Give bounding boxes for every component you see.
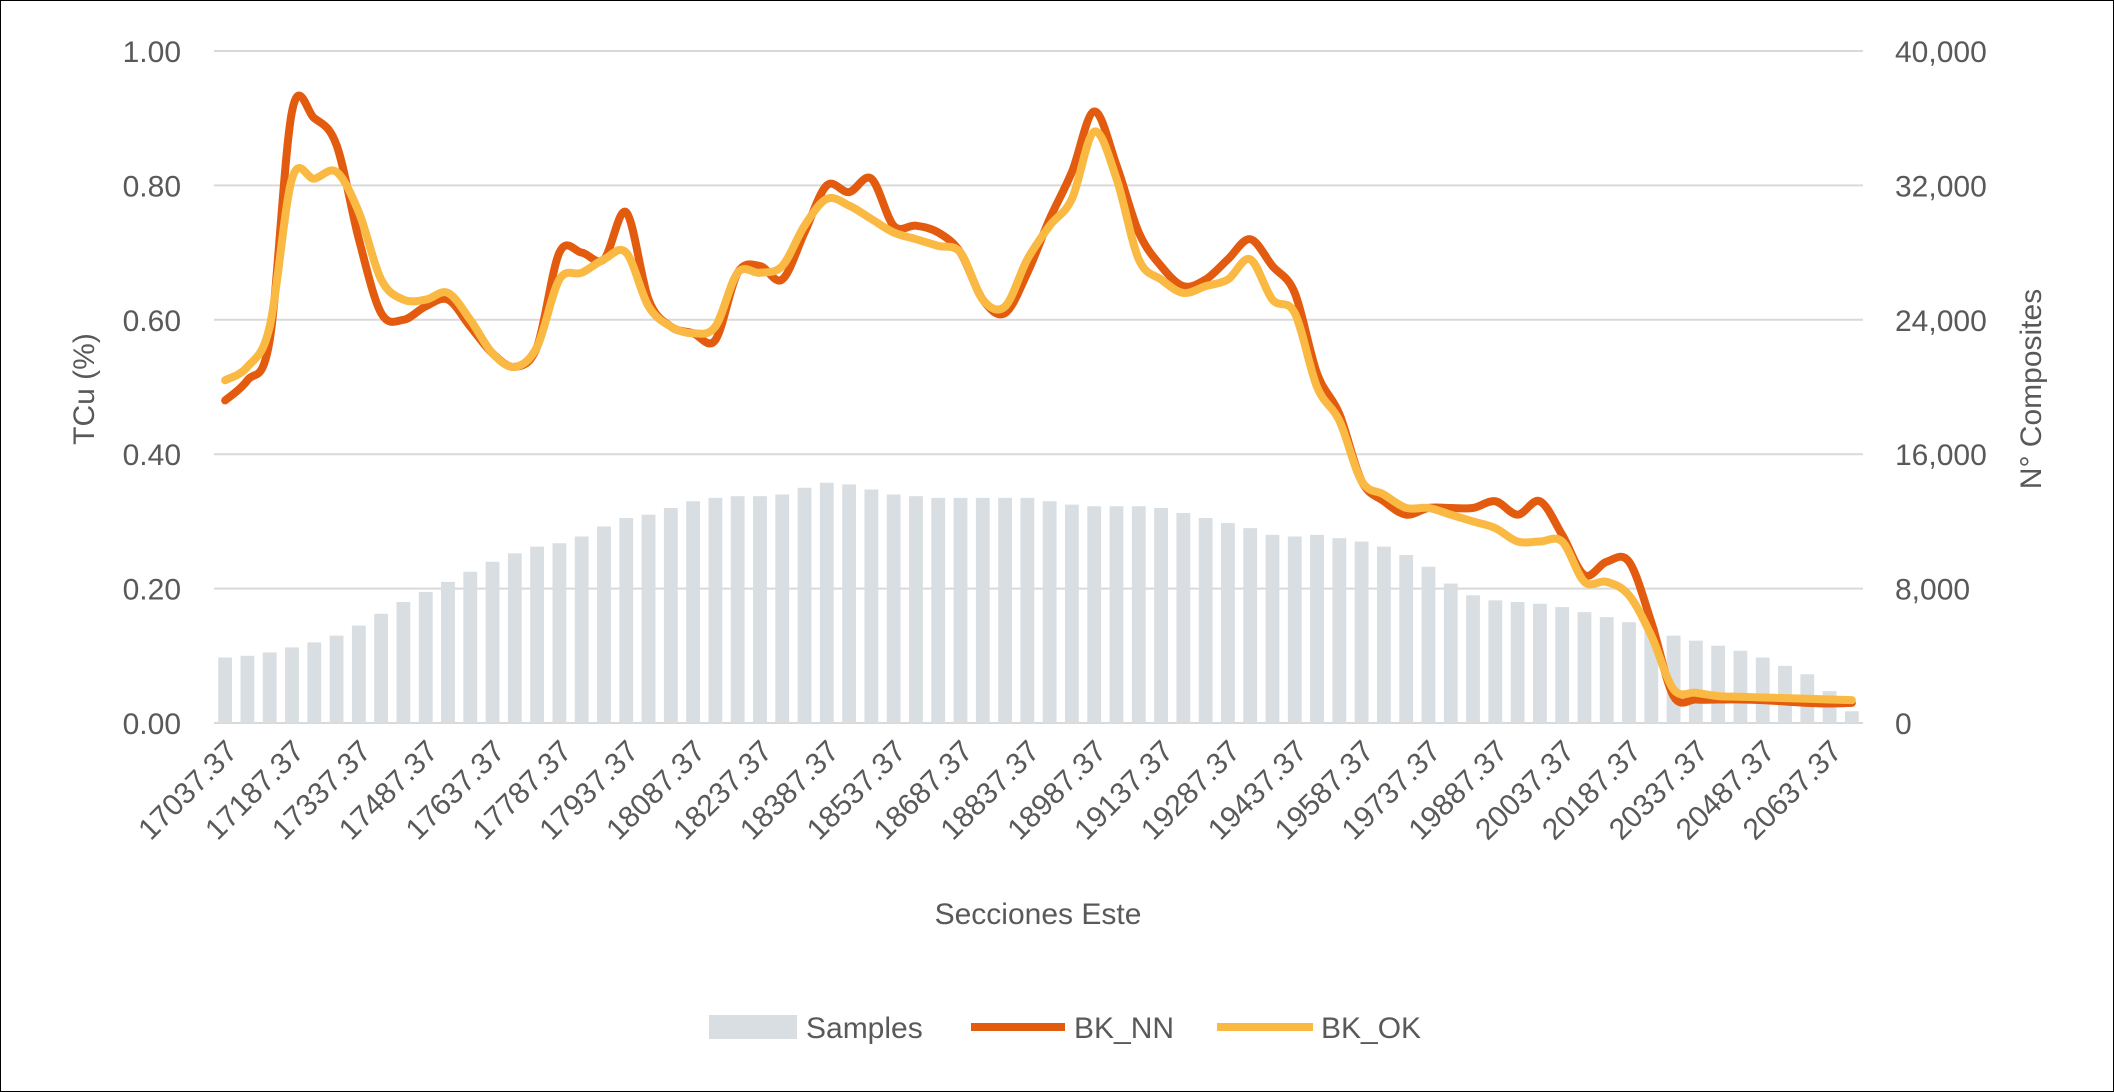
samples-bar xyxy=(686,501,701,723)
samples-bar xyxy=(240,655,255,723)
samples-bar xyxy=(1020,497,1035,723)
samples-bar xyxy=(1109,506,1124,723)
samples-bar xyxy=(1287,536,1302,723)
samples-bar xyxy=(1176,513,1191,723)
samples-bar xyxy=(953,497,968,723)
samples-bar xyxy=(730,496,745,723)
samples-bar xyxy=(285,647,299,723)
samples-bar xyxy=(351,625,366,723)
y-right-tick-label: 16,000 xyxy=(1895,439,1987,472)
grade-lines xyxy=(221,91,1856,708)
samples-bar xyxy=(1711,645,1726,723)
samples-bar xyxy=(1577,612,1592,723)
samples-bar xyxy=(507,553,522,723)
y-left-tick-label: 0.40 xyxy=(123,439,181,472)
y-axis-right-title: N° Composites xyxy=(2015,289,2048,489)
x-axis-title: Secciones Este xyxy=(935,898,1142,931)
samples-bar xyxy=(864,489,879,723)
samples-bar xyxy=(485,561,500,723)
samples-bar xyxy=(931,497,946,723)
samples-bar xyxy=(1532,603,1547,723)
samples-bar xyxy=(998,497,1012,723)
samples-bar xyxy=(418,591,433,723)
axes: 0.00 0.20 0.40 0.60 0.80 1.00 0 8,000 16,000 24,0… xyxy=(123,36,1987,846)
legend: Samples BK_NN BK_OK xyxy=(709,1012,1421,1045)
samples-bar xyxy=(909,496,923,723)
y-right-tick-label: 8,000 xyxy=(1895,574,1970,607)
samples-bar xyxy=(1221,523,1235,723)
samples-bar xyxy=(262,652,277,723)
samples-bar xyxy=(775,494,790,723)
y-left-tick-label: 0.20 xyxy=(123,574,181,607)
y-left-tick-label: 0.60 xyxy=(123,305,181,338)
samples-bar xyxy=(975,497,990,723)
samples-bar xyxy=(1421,566,1436,723)
legend-swatch-samples xyxy=(709,1015,797,1039)
y-right-tick-label: 32,000 xyxy=(1895,170,1987,203)
samples-bar xyxy=(1555,607,1570,723)
samples-bar xyxy=(441,581,455,723)
samples-bar xyxy=(797,487,812,723)
samples-bar xyxy=(1376,546,1391,723)
samples-bar xyxy=(1042,501,1057,723)
samples-bar xyxy=(1599,617,1614,723)
samples-bar xyxy=(530,546,545,723)
samples-bar xyxy=(1354,541,1369,723)
legend-label-bk-nn: BK_NN xyxy=(1074,1012,1174,1045)
samples-bar xyxy=(1755,657,1770,723)
legend-item-bk-ok: BK_OK xyxy=(1217,1012,1421,1045)
samples-bar xyxy=(1622,622,1636,723)
samples-bar xyxy=(663,507,678,723)
samples-bar xyxy=(329,635,344,723)
y-left-tick-label: 0.80 xyxy=(123,170,181,203)
samples-bar xyxy=(1733,650,1748,723)
samples-bar xyxy=(1310,534,1324,723)
samples-bar xyxy=(374,613,389,723)
samples-bar xyxy=(1510,602,1525,723)
samples-bar xyxy=(886,494,901,723)
samples-bar xyxy=(1243,528,1258,723)
y-left-tick-label: 0.00 xyxy=(123,708,181,741)
gridlines xyxy=(214,50,1863,724)
samples-bar xyxy=(1688,640,1703,723)
samples-bar xyxy=(1131,506,1146,723)
samples-bar xyxy=(1443,583,1458,723)
samples-bar xyxy=(552,543,567,723)
samples-bar xyxy=(396,602,411,723)
legend-item-bk-nn: BK_NN xyxy=(971,1012,1174,1045)
legend-label-samples: Samples xyxy=(806,1012,923,1045)
samples-bar xyxy=(574,536,589,723)
samples-bar xyxy=(1488,600,1503,723)
y-left-tick-label: 1.00 xyxy=(123,36,181,69)
samples-bar xyxy=(1265,534,1280,723)
samples-bar xyxy=(218,657,233,723)
samples-bar xyxy=(1198,518,1213,723)
samples-bar xyxy=(753,496,767,723)
samples-bar xyxy=(708,497,723,723)
samples-bar xyxy=(1399,555,1414,723)
samples-bar xyxy=(1466,595,1480,723)
legend-label-bk-ok: BK_OK xyxy=(1321,1012,1421,1045)
y-right-tick-label: 40,000 xyxy=(1895,36,1987,69)
samples-bar xyxy=(641,514,656,723)
samples-bar xyxy=(1087,506,1102,723)
samples-bar xyxy=(819,482,834,723)
y-right-tick-label: 0 xyxy=(1895,708,1912,741)
series-line-bk-ok xyxy=(221,127,1856,705)
y-axis-left-title: TCu (%) xyxy=(68,333,101,445)
samples-bar xyxy=(597,526,611,723)
samples-bar xyxy=(1332,538,1347,723)
samples-bar xyxy=(463,571,478,723)
samples-bar xyxy=(1844,711,1859,723)
samples-bar xyxy=(1065,504,1079,723)
legend-item-samples: Samples xyxy=(709,1012,923,1045)
samples-bars xyxy=(218,482,1859,723)
samples-bar xyxy=(307,642,322,723)
samples-bar xyxy=(1154,507,1168,723)
y-right-tick-label: 24,000 xyxy=(1895,305,1987,338)
samples-bar xyxy=(619,518,634,723)
samples-bar xyxy=(842,484,856,723)
